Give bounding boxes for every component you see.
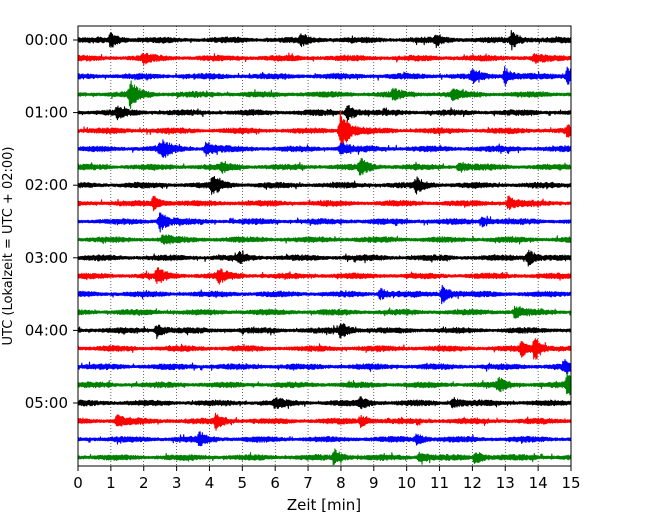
seismic-trace-2 — [77, 65, 572, 87]
x-tick-label: 7 — [303, 474, 313, 492]
x-tick-label: 10 — [397, 474, 416, 492]
x-tick-label: 2 — [139, 474, 149, 492]
seismic-trace-12 — [77, 249, 572, 267]
y-axis-label: UTC (Lokalzeit = UTC + 02:00) — [1, 147, 16, 346]
x-tick-label: 8 — [336, 474, 346, 492]
x-tick-label: 11 — [430, 474, 449, 492]
x-axis-ticks: 0 1 2 3 4 5 6 7 8 9 10 11 12 13 14 15 — [73, 466, 581, 492]
x-axis-label: Zeit [min] — [287, 496, 361, 514]
y-tick-label: 03:00 — [25, 249, 68, 267]
trace-layer — [77, 30, 572, 466]
x-tick-label: 14 — [529, 474, 548, 492]
y-tick-label: 01:00 — [25, 104, 68, 122]
seismic-trace-16 — [77, 323, 572, 340]
y-tick-label: 05:00 — [25, 394, 68, 412]
grid-layer — [110, 26, 539, 466]
x-tick-label: 6 — [270, 474, 280, 492]
seismic-trace-9 — [77, 195, 572, 212]
x-tick-label: 15 — [561, 474, 580, 492]
seismic-trace-14 — [77, 284, 572, 305]
seismic-trace-18 — [77, 358, 572, 375]
x-tick-label: 3 — [172, 474, 182, 492]
x-tick-label: 4 — [205, 474, 215, 492]
seismic-trace-19 — [77, 371, 572, 396]
seismic-trace-20 — [77, 396, 572, 410]
seismic-trace-5 — [77, 110, 572, 150]
seismic-trace-11 — [77, 234, 572, 245]
seismic-trace-0 — [77, 30, 572, 51]
seismic-trace-1 — [77, 52, 572, 66]
seismic-trace-6 — [77, 139, 572, 158]
seismic-trace-21 — [77, 412, 572, 431]
seismic-trace-7 — [77, 157, 572, 176]
x-tick-label: 13 — [496, 474, 515, 492]
x-tick-label: 12 — [463, 474, 482, 492]
x-tick-label: 9 — [369, 474, 379, 492]
x-tick-label: 5 — [238, 474, 248, 492]
plot-frame — [77, 25, 572, 467]
y-tick-label: 04:00 — [25, 321, 68, 339]
seismic-trace-4 — [77, 104, 572, 122]
seismic-trace-22 — [77, 431, 572, 447]
seismic-trace-17 — [77, 338, 572, 360]
seismic-trace-15 — [77, 305, 572, 319]
axes-layer — [77, 25, 572, 467]
seismic-trace-10 — [77, 212, 572, 233]
seismic-trace-3 — [77, 80, 572, 109]
seismic-trace-8 — [77, 175, 572, 195]
x-tick-label: 1 — [106, 474, 116, 492]
y-tick-label: 00:00 — [25, 31, 68, 49]
x-tick-label: 0 — [73, 474, 83, 492]
y-axis-ticks: 00:00 01:00 02:00 03:00 04:00 05:00 — [25, 31, 78, 412]
y-tick-label: 02:00 — [25, 176, 68, 194]
seismic-trace-23 — [77, 448, 572, 466]
seismic-trace-13 — [77, 267, 572, 285]
